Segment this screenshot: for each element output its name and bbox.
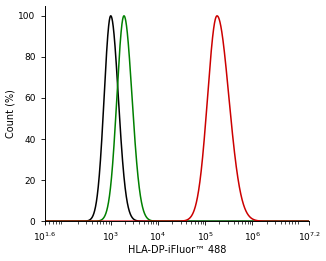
X-axis label: HLA-DP-iFluor™ 488: HLA-DP-iFluor™ 488 (128, 245, 226, 256)
Y-axis label: Count (%): Count (%) (6, 89, 16, 138)
